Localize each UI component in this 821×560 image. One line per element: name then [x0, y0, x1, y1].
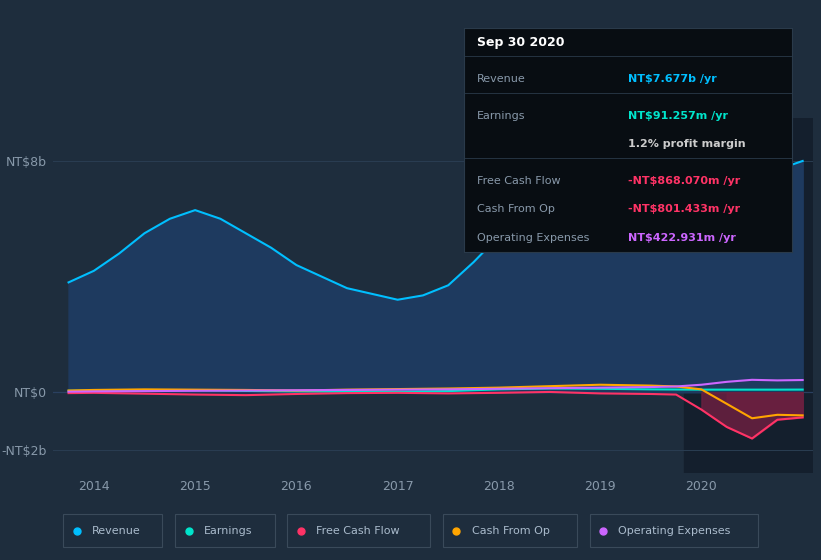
Text: Sep 30 2020: Sep 30 2020 — [477, 36, 565, 49]
Text: NT$422.931m /yr: NT$422.931m /yr — [628, 233, 736, 243]
Text: 1.2% profit margin: 1.2% profit margin — [628, 139, 745, 150]
Text: Free Cash Flow: Free Cash Flow — [316, 526, 400, 535]
Bar — [589, 514, 758, 547]
Text: Cash From Op: Cash From Op — [477, 204, 555, 214]
Text: NT$7.677b /yr: NT$7.677b /yr — [628, 74, 717, 84]
Text: Revenue: Revenue — [477, 74, 525, 84]
Bar — [684, 118, 821, 473]
Bar — [443, 514, 576, 547]
Bar — [287, 514, 430, 547]
Text: -NT$868.070m /yr: -NT$868.070m /yr — [628, 176, 741, 186]
Text: Earnings: Earnings — [204, 526, 253, 535]
Text: Cash From Op: Cash From Op — [471, 526, 549, 535]
Text: Operating Expenses: Operating Expenses — [477, 233, 589, 243]
Bar — [175, 514, 274, 547]
Bar — [63, 514, 163, 547]
Text: Earnings: Earnings — [477, 111, 525, 121]
Text: NT$91.257m /yr: NT$91.257m /yr — [628, 111, 728, 121]
Text: Revenue: Revenue — [92, 526, 140, 535]
Text: Free Cash Flow: Free Cash Flow — [477, 176, 561, 186]
Text: Operating Expenses: Operating Expenses — [618, 526, 731, 535]
Text: -NT$801.433m /yr: -NT$801.433m /yr — [628, 204, 741, 214]
